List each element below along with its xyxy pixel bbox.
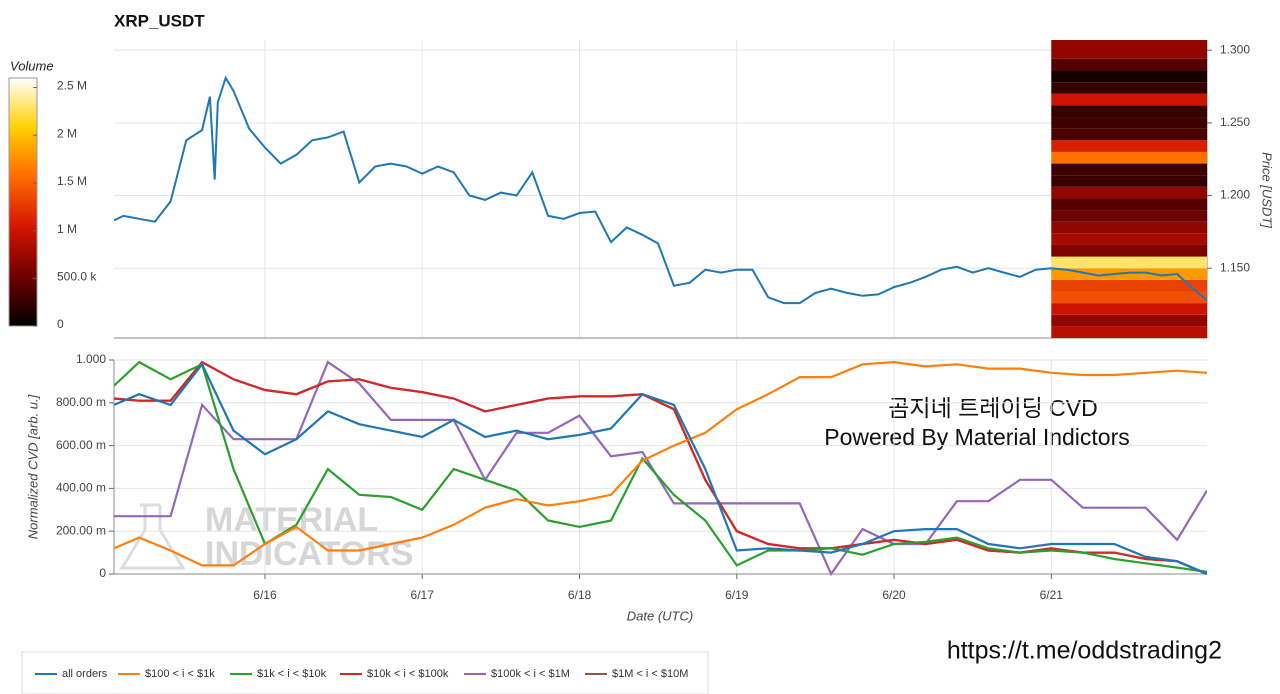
link: https://t.me/oddstrading2 — [947, 637, 1222, 665]
y-tick-label: 1.150 — [1220, 260, 1250, 274]
heatmap-cell — [1051, 175, 1207, 187]
heatmap-cell — [1051, 151, 1207, 164]
heatmap-cell — [1051, 233, 1207, 245]
x-tick-label: 6/20 — [882, 588, 906, 602]
series-line — [114, 362, 1207, 576]
heatmap-cell — [1051, 279, 1207, 292]
heatmap-cell — [1051, 40, 1207, 59]
legend-label: $10k < i < $100k — [367, 668, 449, 680]
price-line — [114, 75, 1207, 305]
heatmap-cell — [1051, 291, 1207, 304]
heatmap-cell — [1051, 128, 1207, 141]
chart-title: XRP_USDT — [114, 11, 205, 30]
annotation: Powered By Material Indictors — [824, 424, 1130, 450]
legend-label: $1M < i < $10M — [612, 668, 688, 680]
heatmap-cell — [1051, 105, 1207, 118]
heatmap-cell — [1051, 82, 1207, 94]
legend-label: $1k < i < $10k — [257, 668, 327, 680]
colorbar — [8, 77, 38, 327]
legend-label: $100 < i < $1k — [145, 668, 215, 680]
x-tick-label: 6/17 — [411, 588, 435, 602]
colorbar-tick-label: 0 — [57, 317, 64, 331]
colorbar-label: Volume — [10, 58, 54, 73]
heatmap-cell — [1051, 303, 1207, 315]
heatmap-cell — [1051, 186, 1207, 199]
heatmap-cell — [1051, 244, 1207, 257]
heatmap-cell — [1051, 198, 1207, 211]
x-tick-label: 6/16 — [253, 588, 277, 602]
heatmap-cell — [1051, 140, 1207, 152]
y-tick-label: 0 — [99, 566, 106, 580]
x-axis-label: Date (UTC) — [627, 608, 693, 623]
series-line — [114, 360, 1207, 567]
heatmap-cell — [1051, 70, 1207, 83]
colorbar-tick-label: 1.5 M — [57, 174, 87, 188]
heatmap-cell — [1051, 93, 1207, 106]
x-tick-label: 6/18 — [568, 588, 592, 602]
legend-label: all orders — [62, 668, 108, 680]
heatmap-cell — [1051, 163, 1207, 176]
watermark-icon — [119, 503, 186, 570]
x-tick-label: 6/19 — [725, 588, 749, 602]
legend-label: $100k < i < $1M — [491, 668, 570, 680]
y-tick-label: 1.300 — [1220, 42, 1250, 56]
y-tick-label: 1.250 — [1220, 115, 1250, 129]
y-tick-label: 600.00 m — [56, 438, 106, 452]
heatmap-cell — [1051, 326, 1207, 338]
y-axis-label: Price [USDT] — [1260, 152, 1275, 228]
colorbar-tick-label: 1 M — [57, 222, 77, 236]
colorbar-tick-label: 2.5 M — [57, 79, 87, 93]
heatmap-cell — [1051, 314, 1207, 327]
y-tick-label: 400.00 m — [56, 481, 106, 495]
watermark: INDICATORS — [205, 535, 413, 573]
heatmap-cell — [1051, 117, 1207, 129]
colorbar-tick-label: 2 M — [57, 126, 77, 140]
heatmap-cell — [1051, 268, 1207, 280]
annotation: 곰지네 트레이딩 CVD — [888, 395, 1097, 421]
y-axis-label: Normalized CVD [arb. u.] — [25, 394, 40, 539]
heatmap-cell — [1051, 210, 1207, 222]
y-tick-label: 1.000 — [76, 352, 106, 366]
series-line — [114, 360, 1207, 573]
y-tick-label: 1.200 — [1220, 188, 1250, 202]
y-tick-label: 200.00 m — [56, 523, 106, 537]
heatmap-cell — [1051, 221, 1207, 234]
colorbar-tick-label: 500.0 k — [57, 269, 97, 283]
x-tick-label: 6/21 — [1040, 588, 1064, 602]
watermark: MATERIAL — [205, 501, 378, 539]
heatmap-cell — [1051, 58, 1207, 71]
heatmap-cell — [1051, 256, 1207, 269]
y-tick-label: 800.00 m — [56, 395, 106, 409]
